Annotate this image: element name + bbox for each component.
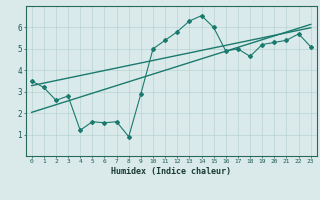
X-axis label: Humidex (Indice chaleur): Humidex (Indice chaleur) bbox=[111, 167, 231, 176]
